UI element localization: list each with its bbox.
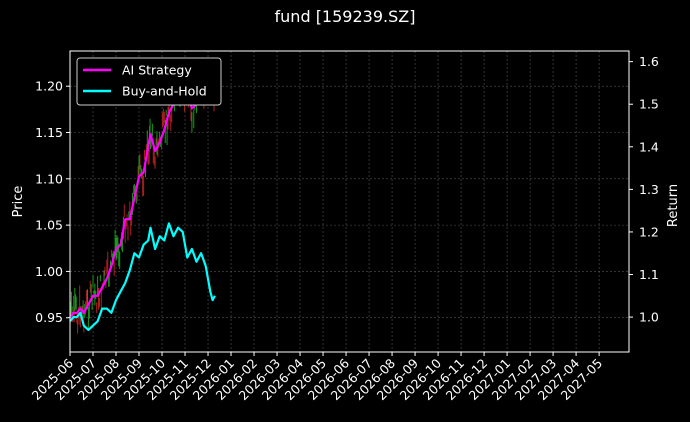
y-axis-left: 0.95 1.00 1.05 1.10 1.15 1.20 [35, 79, 70, 325]
x-axis: 2025-062025-072025-082025-092025-102025-… [29, 352, 605, 403]
y2-axis-label: Return [666, 184, 681, 227]
y-tick-label: 1.15 [35, 125, 63, 140]
y2-tick-label: 1.1 [639, 267, 659, 282]
y-tick-label: 1.10 [35, 171, 63, 186]
y2-tick-label: 1.2 [639, 224, 659, 239]
y-tick-label: 1.05 [35, 218, 63, 233]
legend: AI Strategy Buy-and-Hold [76, 57, 222, 106]
legend-label: AI Strategy [122, 63, 192, 78]
legend-box [76, 57, 222, 106]
y-axis-right: 1.0 1.1 1.2 1.3 1.4 1.5 1.6 [629, 54, 659, 325]
y-tick-label: 1.20 [35, 79, 63, 94]
plot-frame [69, 50, 630, 353]
legend-label: Buy-and-Hold [122, 84, 207, 99]
y2-tick-label: 1.6 [639, 54, 659, 69]
series-lines [69, 81, 216, 331]
y-axis-label: Price [11, 186, 26, 218]
y2-tick-label: 1.4 [639, 139, 659, 154]
y2-tick-label: 1.3 [639, 182, 659, 197]
y-tick-label: 1.00 [35, 264, 63, 279]
series-line-ai-strategy [69, 81, 216, 318]
y-tick-label: 0.95 [35, 310, 63, 325]
chart-title: fund [159239.SZ] [274, 7, 416, 26]
series-line-buy-and-hold [69, 222, 216, 331]
y2-tick-label: 1.0 [639, 310, 659, 325]
y2-tick-label: 1.5 [639, 97, 659, 112]
